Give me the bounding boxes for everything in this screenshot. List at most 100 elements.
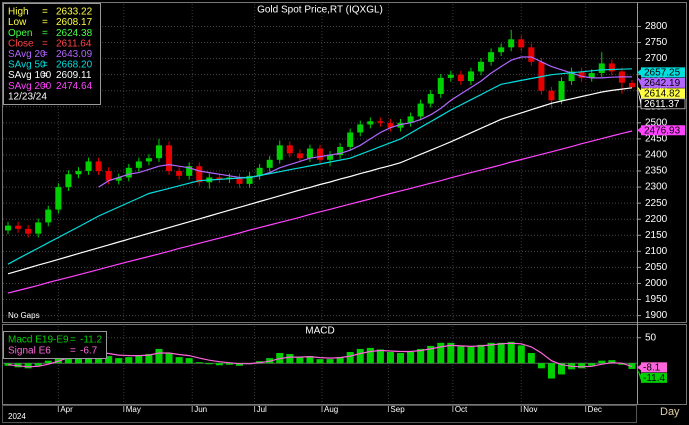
legend-label: SAvg 20 <box>8 49 46 60</box>
candle-body <box>105 171 112 181</box>
candle-body <box>407 116 414 123</box>
candle-body <box>176 171 183 176</box>
y-tick-label: 2050 <box>645 262 668 273</box>
candle-body <box>437 77 444 94</box>
macd-bar <box>125 357 133 364</box>
macd-bar <box>44 360 52 364</box>
macd-bar <box>316 359 324 364</box>
legend-value: -6.7 <box>80 346 98 357</box>
candle-body <box>45 209 52 223</box>
series-line <box>7 87 633 275</box>
marker-pointer <box>637 77 641 86</box>
macd-bar <box>407 352 415 364</box>
marker-pointer <box>637 364 641 371</box>
macd-bar <box>155 348 163 364</box>
macd-bar <box>467 346 475 364</box>
value-marker-label: -8.1 <box>643 362 661 373</box>
macd-bar <box>477 344 485 364</box>
overlay-layer: Gold Spot Price,RT (IQXGL) No Gaps MACD … <box>3 3 686 421</box>
candle-body <box>598 63 605 74</box>
macd-bar <box>346 352 354 364</box>
legend-date: 12/23/24 <box>8 91 47 102</box>
legend-separator: = <box>42 17 48 28</box>
legend-value: 2643.09 <box>56 49 93 60</box>
x-tick-label: Sep <box>390 405 405 414</box>
candle-body <box>558 81 565 101</box>
candle-body <box>397 122 404 128</box>
macd-bar <box>175 357 183 364</box>
x-tick-label: Aug <box>324 405 338 414</box>
candle-body <box>296 153 303 159</box>
x-tick-label: Apr <box>60 405 73 414</box>
y-tick-label: 2700 <box>645 53 668 64</box>
legend-label: Open <box>8 28 32 39</box>
candle-body <box>306 148 313 159</box>
macd-bar <box>326 359 334 364</box>
y-tick-label: 2750 <box>645 37 668 48</box>
legend-value: -11.2 <box>80 335 102 346</box>
candle-body <box>367 121 374 125</box>
price-marker-box <box>640 98 686 110</box>
macd-bar <box>215 363 223 366</box>
macd-bar <box>24 363 32 369</box>
note: No Gaps <box>8 311 40 320</box>
legend-label: High <box>8 7 29 18</box>
candle-body <box>528 47 535 62</box>
price-marker-label: 2642.19 <box>644 78 681 89</box>
y-tick-label: 1900 <box>645 310 668 321</box>
candle-body <box>55 187 62 210</box>
candle-body <box>236 177 243 184</box>
macd-bar <box>537 363 545 369</box>
candle-body <box>548 90 555 101</box>
candle-body <box>316 148 324 160</box>
macd-bar <box>366 347 374 364</box>
candle-body <box>5 225 12 231</box>
marker-pointer <box>637 69 641 76</box>
candle-body <box>246 175 253 184</box>
candle-body <box>276 145 283 160</box>
marker-pointer <box>637 127 641 134</box>
y-tick-label: 2100 <box>645 246 668 257</box>
year-label: 2024 <box>8 412 26 421</box>
legend-label: Close <box>8 38 34 49</box>
macd-bar <box>547 363 555 379</box>
macd-bar <box>286 354 294 364</box>
candle-body <box>518 39 525 48</box>
x-tick-label: Jun <box>194 405 207 414</box>
price-marker-box <box>641 67 685 78</box>
candle-body <box>417 103 424 117</box>
candle-body <box>508 39 515 48</box>
macd-bar <box>447 342 455 364</box>
macd-bar <box>598 360 606 364</box>
legend-label: Macd E19-E9 <box>8 335 69 346</box>
value-marker-box <box>641 372 667 383</box>
legend-box <box>3 3 101 105</box>
candle-body <box>15 225 22 229</box>
price-marker-box <box>641 77 685 88</box>
candle-body <box>488 52 495 62</box>
candle-body <box>568 71 575 82</box>
macd-bar <box>396 353 405 364</box>
candle-body <box>35 222 42 234</box>
macd-bar <box>145 354 153 364</box>
macd-bar <box>588 363 596 366</box>
candle-body <box>166 145 173 172</box>
macd-bar <box>336 357 344 364</box>
price-marker-label: 2476.93 <box>644 125 681 136</box>
macd-bar <box>185 358 193 364</box>
macd-bar <box>34 363 42 366</box>
macd-bar <box>457 346 465 364</box>
candle-body <box>377 121 384 123</box>
legend-separator: = <box>42 38 48 49</box>
marks-layer <box>3 29 637 379</box>
candle-body <box>337 146 344 155</box>
macd-bar <box>235 363 244 366</box>
candle-body <box>477 61 485 72</box>
legend-value: 2609.11 <box>56 70 92 81</box>
legend-label: SAvg 200 <box>8 81 52 92</box>
legend-separator: = <box>42 70 48 81</box>
legend-separator: = <box>70 346 76 357</box>
candle-body <box>65 174 72 188</box>
candle-body <box>95 161 102 172</box>
